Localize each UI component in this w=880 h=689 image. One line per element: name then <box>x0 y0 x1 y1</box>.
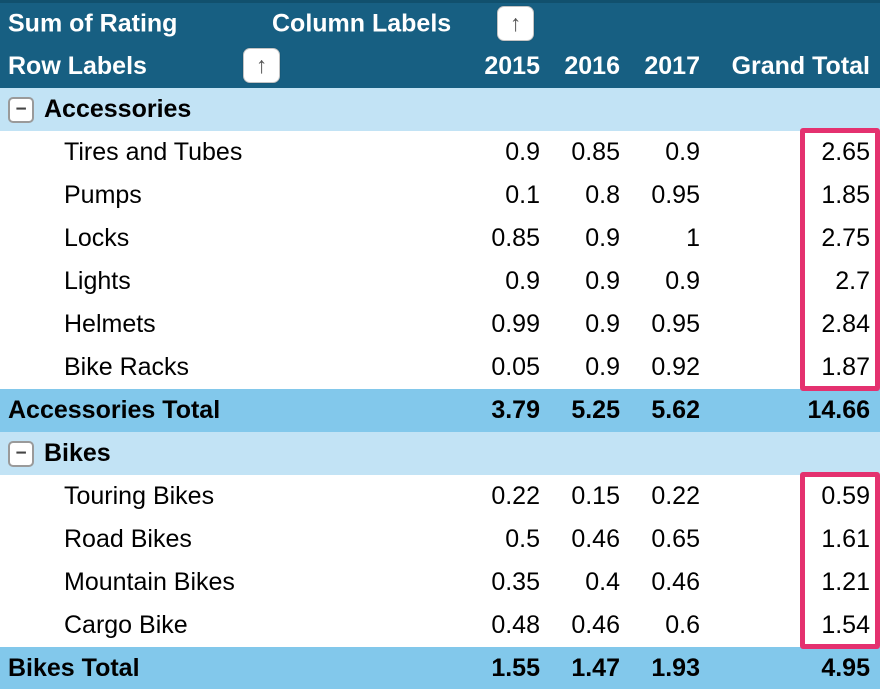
row-labels-cell[interactable]: Row Labels <box>8 51 147 80</box>
value-cell[interactable]: 0.9 <box>665 138 700 166</box>
value-cell[interactable]: 0.46 <box>571 611 620 639</box>
value-cell[interactable]: 0.9 <box>505 267 540 295</box>
pivot-body: − Accessories Tires and Tubes 0.9 0.85 0.9 2.6… <box>0 88 880 689</box>
grand-total-cell[interactable]: 2.84 <box>821 310 870 338</box>
value-cell[interactable]: 0.95 <box>651 181 700 209</box>
value-cell[interactable]: 1 <box>686 224 700 252</box>
row-label[interactable]: Lights <box>64 267 131 295</box>
column-header-2017[interactable]: 2017 <box>644 51 700 80</box>
column-header-2016[interactable]: 2016 <box>564 51 620 80</box>
value-cell[interactable]: 0.65 <box>651 525 700 553</box>
measure-label-cell[interactable]: Sum of Rating <box>8 9 178 37</box>
grand-total-cell[interactable]: 2.65 <box>821 138 870 166</box>
value-cell[interactable]: 0.85 <box>491 224 540 252</box>
value-cell[interactable]: 0.6 <box>665 611 700 639</box>
column-labels-cell[interactable]: Column Labels <box>272 9 452 37</box>
value-cell[interactable]: 0.85 <box>571 138 620 166</box>
minus-icon: − <box>15 99 27 120</box>
collapse-button[interactable]: − <box>8 96 34 123</box>
value-cell[interactable]: 0.92 <box>651 353 700 381</box>
value-cell[interactable]: 0.8 <box>585 181 620 209</box>
collapse-button[interactable]: − <box>8 440 34 467</box>
value-cell[interactable]: 0.9 <box>585 224 620 252</box>
table-row: Bike Racks 0.05 0.9 0.92 1.87 <box>0 346 880 389</box>
value-cell[interactable]: 0.22 <box>651 482 700 510</box>
total-label[interactable]: Accessories Total <box>8 396 221 424</box>
up-arrow-icon: ↑ <box>255 52 268 78</box>
value-cell[interactable]: 0.46 <box>651 568 700 596</box>
value-cell[interactable]: 0.9 <box>505 138 540 166</box>
pivot-header: Sum of Rating Column Labels ↑ Row Labels… <box>0 0 880 88</box>
grand-total-cell[interactable]: 14.66 <box>807 396 870 424</box>
value-cell[interactable]: 0.05 <box>491 353 540 381</box>
value-cell[interactable]: 0.99 <box>491 310 540 338</box>
table-row: Pumps 0.1 0.8 0.95 1.85 <box>0 174 880 217</box>
value-cell[interactable]: 5.25 <box>571 396 620 424</box>
table-row: Helmets 0.99 0.9 0.95 2.84 <box>0 303 880 346</box>
grand-total-cell[interactable]: 0.59 <box>821 482 870 510</box>
value-cell[interactable]: 0.95 <box>651 310 700 338</box>
group-name: Bikes <box>44 439 111 467</box>
value-cell[interactable]: 5.62 <box>651 396 700 424</box>
table-row: Locks 0.85 0.9 1 2.75 <box>0 217 880 260</box>
grand-total-cell[interactable]: 1.85 <box>821 181 870 209</box>
grand-total-cell[interactable]: 1.21 <box>821 568 870 596</box>
row-label[interactable]: Pumps <box>64 181 142 209</box>
column-header-grand-total[interactable]: Grand Total <box>731 51 870 80</box>
minus-icon: − <box>15 443 27 464</box>
group-total-row-bikes: Bikes Total 1.55 1.47 1.93 4.95 <box>0 647 880 689</box>
grand-total-cell[interactable]: 2.75 <box>821 224 870 252</box>
column-labels-filter-button[interactable]: ↑ <box>497 6 534 41</box>
value-cell[interactable]: 1.93 <box>651 654 700 682</box>
value-cell[interactable]: 0.15 <box>571 482 620 510</box>
value-cell[interactable]: 0.1 <box>505 181 540 209</box>
value-cell[interactable]: 0.48 <box>491 611 540 639</box>
value-cell[interactable]: 0.9 <box>665 267 700 295</box>
grand-total-cell[interactable]: 2.7 <box>835 267 870 295</box>
grand-total-cell[interactable]: 1.87 <box>821 353 870 381</box>
group-name: Accessories <box>44 95 192 123</box>
table-row: Touring Bikes 0.22 0.15 0.22 0.59 <box>0 475 880 518</box>
header-row-2: Row Labels 2015 2016 2017 Grand Total ↑ <box>0 44 880 88</box>
value-cell[interactable]: 0.46 <box>571 525 620 553</box>
row-label[interactable]: Mountain Bikes <box>64 568 235 596</box>
up-arrow-icon: ↑ <box>509 10 522 36</box>
table-row: Mountain Bikes 0.35 0.4 0.46 1.21 <box>0 561 880 604</box>
row-label[interactable]: Tires and Tubes <box>64 138 243 166</box>
row-label[interactable]: Bike Racks <box>64 353 190 381</box>
row-label[interactable]: Locks <box>64 224 130 252</box>
total-label[interactable]: Bikes Total <box>8 654 140 682</box>
group-rows-accessories: Tires and Tubes 0.9 0.85 0.9 2.65 Pumps 0.1 0.8… <box>0 128 880 391</box>
group-header-bikes[interactable]: − Bikes <box>0 432 880 475</box>
value-cell[interactable]: 0.5 <box>505 525 540 553</box>
group-header-accessories[interactable]: − Accessories <box>0 88 880 131</box>
value-cell[interactable]: 0.9 <box>585 267 620 295</box>
row-label[interactable]: Helmets <box>64 310 156 338</box>
column-header-2015[interactable]: 2015 <box>484 51 540 80</box>
value-cell[interactable]: 0.9 <box>585 310 620 338</box>
table-row: Road Bikes 0.5 0.46 0.65 1.61 <box>0 518 880 561</box>
grand-total-cell[interactable]: 4.95 <box>821 654 870 682</box>
header-row-1: Sum of Rating Column Labels ↑ <box>0 3 880 44</box>
group-total-row-accessories: Accessories Total 3.79 5.25 5.62 14.66 <box>0 389 880 432</box>
table-row: Cargo Bike 0.48 0.46 0.6 1.54 <box>0 604 880 647</box>
row-label[interactable]: Cargo Bike <box>64 611 188 639</box>
table-row: Tires and Tubes 0.9 0.85 0.9 2.65 <box>0 131 880 174</box>
value-cell[interactable]: 1.55 <box>491 654 540 682</box>
row-labels-filter-button[interactable]: ↑ <box>243 48 280 83</box>
group-rows-bikes: Touring Bikes 0.22 0.15 0.22 0.59 Road Bikes 0… <box>0 472 880 649</box>
value-cell[interactable]: 1.47 <box>571 654 620 682</box>
value-cell[interactable]: 0.9 <box>585 353 620 381</box>
row-label[interactable]: Touring Bikes <box>64 482 215 510</box>
row-label[interactable]: Road Bikes <box>64 525 192 553</box>
table-row: Lights 0.9 0.9 0.9 2.7 <box>0 260 880 303</box>
value-cell[interactable]: 3.79 <box>491 396 540 424</box>
grand-total-cell[interactable]: 1.54 <box>821 611 870 639</box>
grand-total-cell[interactable]: 1.61 <box>821 525 870 553</box>
value-cell[interactable]: 0.22 <box>491 482 540 510</box>
value-cell[interactable]: 0.4 <box>585 568 620 596</box>
value-cell[interactable]: 0.35 <box>491 568 540 596</box>
